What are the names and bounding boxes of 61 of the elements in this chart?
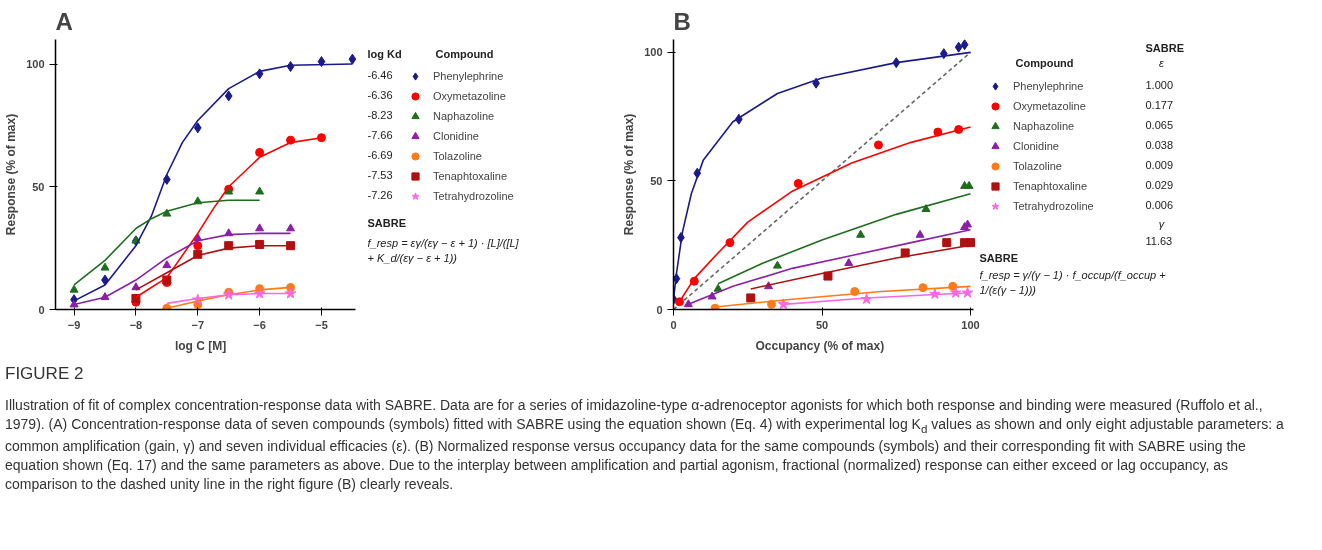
- text: 0.177: [1145, 98, 1174, 111]
- text: -6.36: [367, 88, 393, 101]
- legend-title: Compound: [435, 47, 494, 60]
- text: SABRE: [979, 251, 1019, 264]
- chart-title: A: [55, 7, 73, 35]
- y-axis-title: Response (% of max): [622, 113, 637, 236]
- x-tick-label: −9: [67, 318, 81, 331]
- x-tick-label: −6: [253, 318, 266, 331]
- text: 0.065: [1145, 118, 1174, 131]
- text: -6.69: [367, 148, 393, 161]
- legend-label: Naphazoline: [433, 109, 495, 124]
- y-tick-label: 50: [32, 180, 45, 193]
- x-tick-label: 100: [961, 318, 980, 331]
- y-axis-title: Response (% of max): [4, 113, 19, 236]
- legend-label: Tetrahydrozoline: [433, 189, 514, 204]
- x-axis-title: Occupancy (% of max): [755, 338, 885, 353]
- text: 0.009: [1145, 158, 1174, 171]
- text: 0.006: [1145, 198, 1174, 211]
- text: -7.66: [367, 128, 393, 141]
- legend-label: Oxymetazoline: [1013, 99, 1086, 114]
- y-tick-label: 0: [656, 303, 663, 316]
- text: ε: [1159, 56, 1165, 69]
- y-tick-label: 100: [26, 58, 45, 71]
- text: f_resp = εγ/(εγ − ε + 1) · [L]/([L] + K_d/(εγ − ε + 1)): [367, 236, 520, 264]
- x-tick-label: −7: [191, 318, 205, 331]
- legend-label: Tolazoline: [1013, 159, 1062, 174]
- legend-title: Compound: [1015, 56, 1074, 69]
- legend-label: Tetrahydrozoline: [1013, 199, 1094, 214]
- text: SABRE: [1145, 41, 1185, 54]
- legend-label: Phenylephrine: [1013, 79, 1084, 94]
- text: γ: [1158, 217, 1166, 230]
- text: -7.26: [367, 188, 393, 201]
- text: SABRE: [367, 216, 407, 229]
- legend-label: Phenylephrine: [433, 69, 504, 84]
- y-tick-label: 100: [644, 46, 663, 59]
- legend-label: Tenaphtoxaline: [1013, 179, 1088, 194]
- y-tick-label: 0: [38, 303, 45, 316]
- chart-title: B: [673, 7, 691, 35]
- text: 11.63: [1145, 234, 1173, 247]
- legend-label: Oxymetazoline: [433, 89, 506, 104]
- legend-label: Tolazoline: [433, 149, 482, 164]
- x-tick-label: 50: [815, 318, 829, 331]
- x-tick-label: 0: [670, 318, 677, 331]
- x-axis-title: log C [M]: [174, 338, 227, 353]
- legend-label: Naphazoline: [1013, 119, 1075, 134]
- text: log Kd: [367, 47, 402, 60]
- text: 1.000: [1145, 78, 1174, 91]
- legend-label: Clonidine: [433, 129, 479, 144]
- legend-label: Tenaphtoxaline: [433, 169, 508, 184]
- x-tick-label: −5: [315, 318, 328, 331]
- x-tick-label: −8: [129, 318, 143, 331]
- y-tick-label: 50: [650, 174, 663, 187]
- legend-label: Clonidine: [1013, 139, 1059, 154]
- text: Illustration of fit of complex concentration-response data with SABRE. Data are for a series of imidazoline-type α-adrenoceptor agonists for which both response and binding were measured (Ruffolo et al., 1979). (A) Concentration-response data of seven compounds (symbols) fitted with SABRE using the equation shown (Eq. 4) with experimental log K$_{d}$ values as shown and only eight adjustable parameters: a common amplification (gain, γ) and seven individual efficacies (ε). (B) Normalized response versus occupancy data for the same compounds (symbols) and their corresponding fit with SABRE using the equation shown (Eq. 17) and the same parameters as above. Due to the interplay between amplification and partial agonism, fractional (normalized) response can either exceed or lag occupancy, as comparison to the dashed unity line in the right figure (B) clearly reveals.: [5, 396, 1285, 494]
- caption: FIGURE 2: [5, 363, 84, 385]
- text: -7.53: [367, 168, 393, 181]
- text: 0.029: [1145, 178, 1174, 191]
- text: -6.46: [367, 68, 393, 81]
- text: 0.038: [1145, 138, 1174, 151]
- text: -8.23: [367, 108, 393, 121]
- text: f_resp = γ/(γ − 1) · f_occup/(f_occup + 1/(ε(γ − 1))): [979, 268, 1167, 296]
